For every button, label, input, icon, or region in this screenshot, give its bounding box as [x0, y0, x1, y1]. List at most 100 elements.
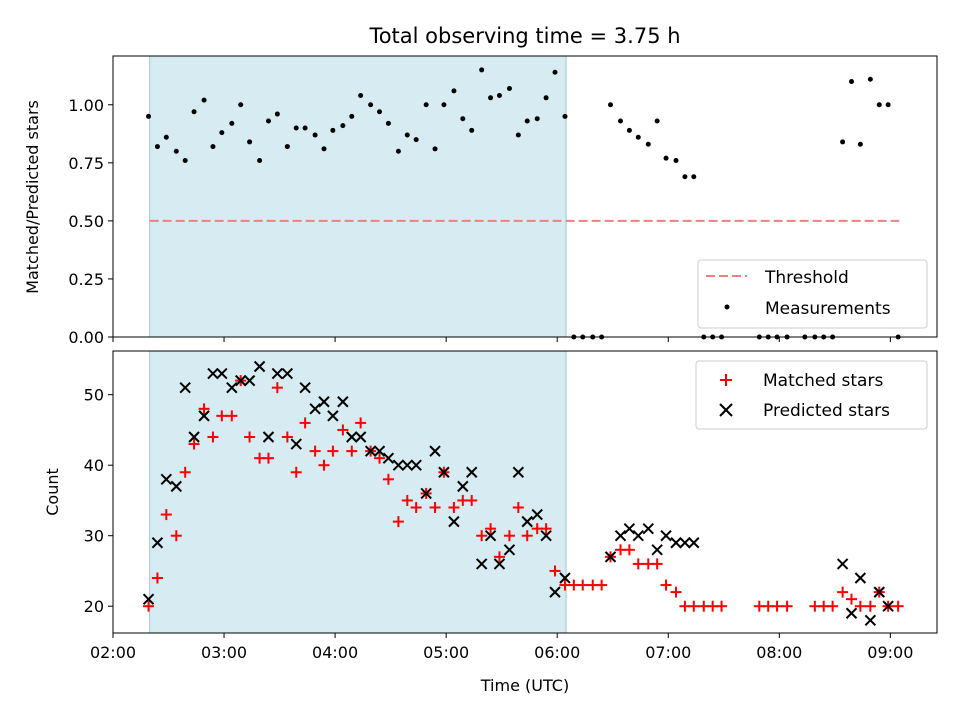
matched-point-66	[781, 600, 793, 612]
measurement-point-17	[302, 125, 308, 131]
predicted-point-20	[327, 410, 339, 422]
matched-point-20	[327, 445, 339, 457]
predicted-point-57	[845, 607, 858, 619]
bottom-legend-box	[695, 360, 928, 430]
predicted-point-56	[836, 558, 849, 570]
predicted-point-29	[410, 459, 422, 471]
measurement-point-53	[635, 134, 641, 140]
matched-point-8	[216, 410, 228, 422]
measurement-point-76	[885, 102, 891, 108]
measurement-point-33	[451, 88, 457, 94]
measurement-point-20	[330, 127, 336, 133]
matched-point-44	[549, 565, 561, 577]
predicted-point-50	[642, 522, 654, 535]
predicted-point-49	[632, 530, 644, 542]
measurement-point-15	[284, 144, 290, 150]
measurement-point-56	[663, 155, 669, 161]
measurement-point-8	[219, 130, 225, 136]
top-x-ticks	[112, 337, 891, 342]
predicted-stars-points	[142, 360, 894, 627]
predicted-point-30	[420, 487, 432, 500]
matched-point-26	[382, 473, 394, 485]
predicted-point-11	[243, 374, 256, 387]
predicted-point-51	[651, 544, 663, 556]
matched-point-21	[337, 424, 349, 436]
matched-point-19	[318, 459, 330, 471]
predicted-point-24	[364, 445, 377, 457]
bottom-y-tick-label-2: 40	[84, 456, 104, 475]
top-y-tick-label-3: 0.75	[68, 154, 104, 173]
bottom-observing-window	[149, 350, 567, 634]
bottom-axes-frame	[112, 350, 938, 634]
measurement-point-52	[626, 127, 632, 133]
matched-point-62	[716, 600, 728, 612]
matched-point-70	[837, 586, 849, 598]
matched-point-17	[299, 417, 311, 429]
x-tick-label-2: 04:00	[312, 643, 358, 662]
predicted-point-10	[235, 374, 247, 387]
matched-point-40	[512, 502, 524, 514]
measurement-point-30	[423, 102, 429, 108]
matched-point-72	[854, 600, 866, 612]
matched-point-25	[374, 452, 386, 464]
measurement-point-34	[460, 116, 466, 122]
predicted-point-8	[216, 367, 228, 380]
predicted-point-58	[854, 572, 867, 584]
predicted-point-13	[262, 431, 275, 443]
matched-point-49	[596, 579, 608, 591]
predicted-point-60	[873, 586, 885, 598]
predicted-point-5	[188, 431, 200, 443]
measurement-point-29	[413, 137, 419, 143]
predicted-point-0	[142, 593, 155, 605]
measurement-point-31	[432, 146, 438, 152]
matched-point-76	[892, 600, 904, 612]
matched-point-57	[670, 586, 682, 598]
predicted-point-55	[688, 537, 700, 549]
predicted-point-18	[309, 403, 321, 415]
measurement-point-55	[654, 118, 660, 124]
bottom-x-ticks: 02:00 03:00 04:00 05:00 06:00 07:00 08:00 09:00	[90, 633, 913, 662]
predicted-point-61	[882, 600, 894, 612]
measurement-point-21	[340, 123, 346, 129]
measurement-point-2	[163, 134, 169, 140]
measurement-point-51	[618, 118, 624, 124]
matched-point-41	[521, 530, 533, 542]
x-tick-label-6: 08:00	[756, 643, 802, 662]
measurement-point-50	[608, 102, 614, 108]
predicted-point-45	[559, 572, 571, 584]
predicted-point-15	[281, 367, 294, 380]
measurement-point-18	[312, 132, 318, 138]
bottom-legend: Matched stars Predicted stars	[695, 360, 928, 430]
matched-point-27	[392, 516, 404, 528]
matched-point-31	[429, 502, 441, 514]
predicted-point-12	[253, 360, 266, 373]
predicted-point-19	[318, 396, 330, 408]
measurement-point-72	[848, 79, 854, 85]
measurement-point-5	[191, 109, 197, 115]
bottom-y-axis-label: Count	[43, 468, 62, 516]
matched-point-4	[179, 466, 191, 478]
matched-point-28	[401, 494, 413, 506]
matched-point-9	[226, 410, 238, 422]
measurement-point-73	[857, 141, 863, 147]
measurement-point-11	[247, 139, 253, 145]
matched-point-7	[207, 431, 219, 443]
matched-point-37	[485, 523, 497, 535]
predicted-point-54	[679, 537, 691, 549]
measurement-point-6	[201, 97, 207, 103]
predicted-point-3	[170, 480, 183, 493]
measurement-point-44	[552, 69, 558, 75]
predicted-point-47	[614, 530, 627, 542]
top-axes-frame	[112, 55, 938, 338]
measurement-point-14	[274, 111, 280, 117]
predicted-point-48	[623, 522, 636, 535]
predicted-point-23	[354, 431, 367, 443]
predicted-point-6	[198, 410, 210, 422]
measurement-point-41	[524, 118, 530, 124]
measurement-point-54	[645, 141, 651, 147]
measurement-point-57	[673, 158, 679, 164]
matched-point-14	[271, 382, 283, 394]
predicted-point-16	[290, 438, 302, 450]
measurement-point-4	[182, 158, 188, 164]
